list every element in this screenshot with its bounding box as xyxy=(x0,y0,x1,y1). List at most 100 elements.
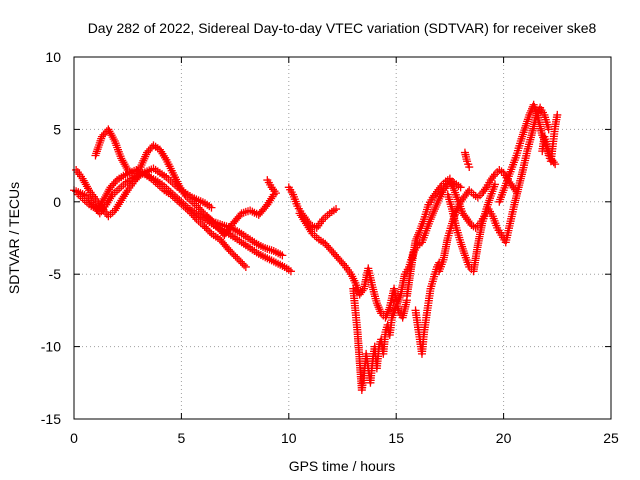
data-point-run xyxy=(151,142,162,153)
data-point-run xyxy=(105,127,118,144)
data-point-run xyxy=(99,205,111,219)
data-point-run xyxy=(322,241,335,254)
data-point-run xyxy=(440,182,451,193)
data-point-run xyxy=(106,208,117,219)
data-point-run xyxy=(144,143,156,155)
data-point xyxy=(465,163,474,172)
data-point-run xyxy=(357,286,367,297)
data-point-run xyxy=(121,169,132,179)
data-point-run xyxy=(469,243,482,274)
data-point-run xyxy=(477,214,487,226)
data-point-run xyxy=(455,200,466,216)
data-point-run xyxy=(382,305,393,320)
x-tick-label: 10 xyxy=(281,430,297,446)
data-point-run xyxy=(403,265,415,298)
series-arc-11 xyxy=(402,174,454,300)
data-point-run xyxy=(541,113,552,131)
data-point-run xyxy=(416,217,428,233)
data-point-run xyxy=(123,176,134,186)
data-point-run xyxy=(348,272,359,285)
data-point-run xyxy=(220,221,233,232)
data-point-run xyxy=(290,192,301,208)
data-point xyxy=(301,219,310,228)
data-point-run xyxy=(296,211,309,226)
data-point-run xyxy=(458,193,468,204)
data-point-run xyxy=(145,165,156,175)
data-point-run xyxy=(271,248,285,259)
data-point-run xyxy=(264,178,275,189)
data-points xyxy=(70,100,562,395)
data-point-run xyxy=(125,167,136,178)
data-point-run xyxy=(86,188,98,201)
data-point xyxy=(411,236,420,245)
y-tick-label: 0 xyxy=(53,194,61,210)
data-point-run xyxy=(248,245,261,257)
data-point-run xyxy=(434,183,444,194)
data-point-run xyxy=(453,226,464,244)
data-point-run xyxy=(82,198,93,209)
data-point-run xyxy=(530,103,542,120)
data-point-run xyxy=(412,228,423,243)
data-point-run xyxy=(226,247,240,261)
data-point-run xyxy=(171,180,182,191)
data-point-run xyxy=(427,207,438,222)
y-tick-label: 5 xyxy=(53,121,61,137)
data-point-run xyxy=(541,135,550,146)
data-point-run xyxy=(169,171,183,188)
data-point-run xyxy=(72,187,83,197)
data-point-run xyxy=(118,156,131,172)
data-point-run xyxy=(329,248,341,261)
data-point-run xyxy=(92,134,106,158)
data-point-run xyxy=(314,217,326,230)
data-point-run xyxy=(93,197,105,210)
series-arc-8 xyxy=(295,209,411,322)
data-point-run xyxy=(487,182,499,198)
data-point-run xyxy=(521,113,533,130)
data-point-run xyxy=(103,192,116,207)
data-point-run xyxy=(239,207,252,217)
chart-title: Day 282 of 2022, Sidereal Day-to-day VTE… xyxy=(88,20,597,36)
data-point xyxy=(198,220,207,229)
data-point-run xyxy=(496,188,507,204)
data-point xyxy=(278,251,287,260)
data-point-run xyxy=(464,217,474,227)
data-point-run xyxy=(537,106,547,117)
data-point-run xyxy=(444,193,456,211)
data-point-run xyxy=(513,139,525,158)
data-point-run xyxy=(229,224,242,236)
data-point-run xyxy=(125,179,137,192)
data-point-run xyxy=(108,177,120,190)
series-arc-16 xyxy=(460,148,474,172)
data-point-run xyxy=(446,178,458,193)
data-point-run xyxy=(489,214,501,230)
series-arc-5 xyxy=(203,190,278,240)
data-point-run xyxy=(505,178,515,188)
data-point-run xyxy=(488,172,498,183)
data-point-run xyxy=(198,213,209,224)
data-point-run xyxy=(118,188,131,203)
y-tick-label: 10 xyxy=(45,49,61,65)
data-point-run xyxy=(78,190,89,199)
data-point-run xyxy=(509,183,520,194)
data-point-run xyxy=(166,188,177,199)
data-point-run xyxy=(183,190,194,200)
data-point-run xyxy=(79,176,92,193)
data-point xyxy=(241,262,250,271)
data-point-run xyxy=(436,258,447,273)
x-tick-labels: 0 5 10 15 20 25 xyxy=(70,430,619,446)
data-point-run xyxy=(461,253,473,269)
data-point-run xyxy=(196,197,207,207)
data-point-run xyxy=(89,203,100,213)
data-point-run xyxy=(235,256,249,270)
data-point xyxy=(456,183,465,192)
x-tick-label: 25 xyxy=(603,430,619,446)
data-point-run xyxy=(163,158,176,175)
y-tick-label: -10 xyxy=(41,339,61,355)
data-point-run xyxy=(483,194,494,211)
data-point-run xyxy=(436,188,447,201)
data-point-run xyxy=(457,240,469,258)
data-point-run xyxy=(179,199,190,210)
data-point-run xyxy=(204,214,218,228)
data-point-run xyxy=(420,203,432,221)
